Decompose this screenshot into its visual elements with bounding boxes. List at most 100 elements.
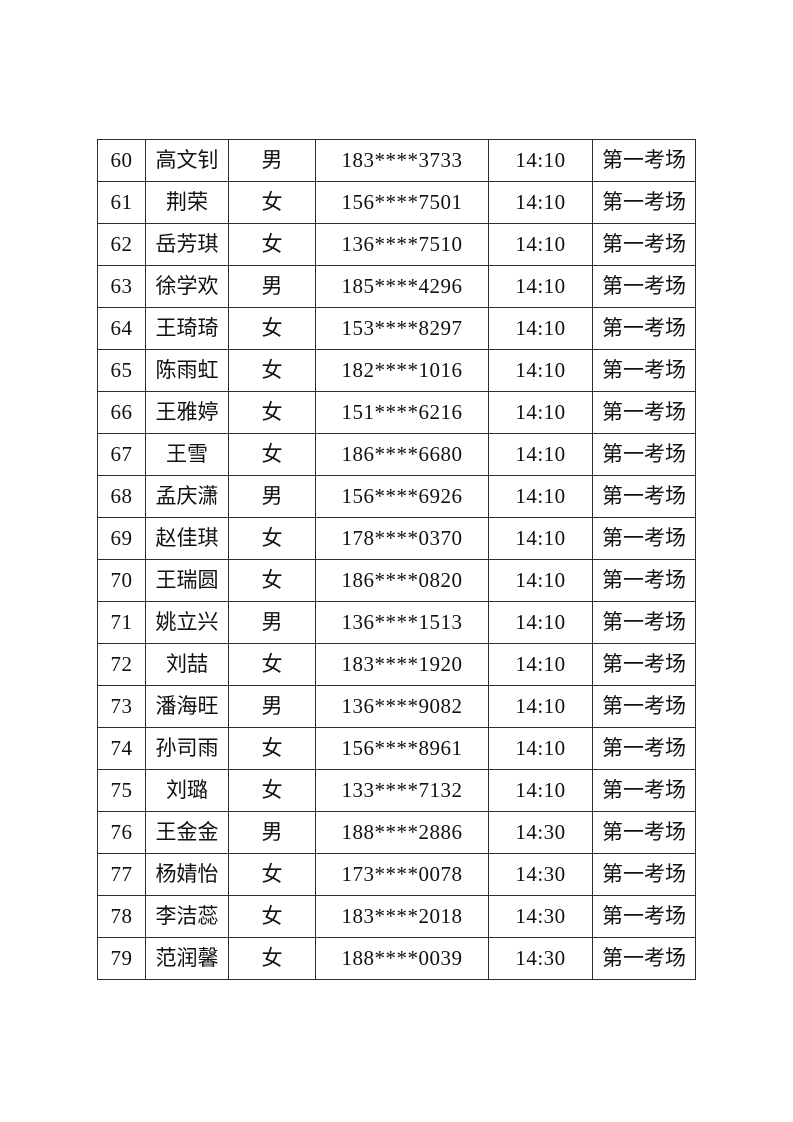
table-cell-name: 王琦琦 [145, 307, 229, 350]
table-cell-room: 第一考场 [592, 139, 696, 182]
table-cell-gender: 女 [228, 727, 316, 770]
table-cell-name: 荆荣 [145, 181, 229, 224]
table-cell-phone: 182****1016 [315, 349, 489, 392]
table-row: 72 刘喆女 183****1920 14:10 第一考场 [97, 643, 696, 686]
table-cell-no: 75 [97, 769, 146, 812]
table-cell-gender: 男 [228, 685, 316, 728]
table-cell-name: 孙司雨 [145, 727, 229, 770]
table-cell-room: 第一考场 [592, 895, 696, 938]
table-cell-time: 14:10 [488, 769, 593, 812]
table-cell-time: 14:30 [488, 853, 593, 896]
table-cell-gender: 男 [228, 601, 316, 644]
table-cell-name: 高文钊 [145, 139, 229, 182]
table-cell-room: 第一考场 [592, 391, 696, 434]
table-row: 63 徐学欢男 185****4296 14:10 第一考场 [97, 265, 696, 308]
table-cell-room: 第一考场 [592, 643, 696, 686]
table-cell-name: 岳芳琪 [145, 223, 229, 266]
table-cell-no: 66 [97, 391, 146, 434]
table-row: 60 高文钊男 183****3733 14:10 第一考场 [97, 139, 696, 182]
table-cell-room: 第一考场 [592, 811, 696, 854]
table-cell-time: 14:10 [488, 223, 593, 266]
table-cell-room: 第一考场 [592, 601, 696, 644]
table-cell-no: 76 [97, 811, 146, 854]
table-cell-phone: 186****0820 [315, 559, 489, 602]
table-cell-phone: 188****2886 [315, 811, 489, 854]
table-cell-no: 68 [97, 475, 146, 518]
table-row: 74 孙司雨女 156****8961 14:10 第一考场 [97, 727, 696, 770]
table-row: 76 王金金男 188****2886 14:30 第一考场 [97, 811, 696, 854]
table-cell-time: 14:10 [488, 685, 593, 728]
table-row: 61 荆荣女 156****7501 14:10 第一考场 [97, 181, 696, 224]
table-cell-phone: 188****0039 [315, 937, 489, 980]
table-cell-room: 第一考场 [592, 223, 696, 266]
table-cell-time: 14:10 [488, 391, 593, 434]
table-cell-phone: 183****2018 [315, 895, 489, 938]
exam-schedule-table: 60 高文钊男 183****3733 14:10 第一考场 61 荆荣女 156****75… [97, 139, 696, 980]
table-cell-name: 潘海旺 [145, 685, 229, 728]
table-cell-time: 14:30 [488, 895, 593, 938]
table-cell-time: 14:10 [488, 643, 593, 686]
table-cell-gender: 女 [228, 433, 316, 476]
table-row: 75 刘璐女 133****7132 14:10 第一考场 [97, 769, 696, 812]
table-cell-gender: 女 [228, 559, 316, 602]
table-row: 66 王雅婷女 151****6216 14:10 第一考场 [97, 391, 696, 434]
table-cell-room: 第一考场 [592, 475, 696, 518]
table-cell-phone: 183****1920 [315, 643, 489, 686]
table-row: 64 王琦琦女 153****8297 14:10 第一考场 [97, 307, 696, 350]
table-row: 71 姚立兴男 136****1513 14:10 第一考场 [97, 601, 696, 644]
table-row: 67 王雪女 186****6680 14:10 第一考场 [97, 433, 696, 476]
table-cell-name: 王金金 [145, 811, 229, 854]
table-cell-gender: 男 [228, 139, 316, 182]
table-cell-name: 徐学欢 [145, 265, 229, 308]
table-row: 62 岳芳琪女 136****7510 14:10 第一考场 [97, 223, 696, 266]
table-cell-no: 61 [97, 181, 146, 224]
table-cell-gender: 女 [228, 517, 316, 560]
table-cell-time: 14:10 [488, 559, 593, 602]
table-row: 73 潘海旺男 136****9082 14:10 第一考场 [97, 685, 696, 728]
table-cell-no: 72 [97, 643, 146, 686]
table-cell-time: 14:10 [488, 475, 593, 518]
table-row: 77 杨婧怡女 173****0078 14:30 第一考场 [97, 853, 696, 896]
table-cell-time: 14:10 [488, 517, 593, 560]
table-cell-no: 73 [97, 685, 146, 728]
table-cell-phone: 156****8961 [315, 727, 489, 770]
table-cell-no: 71 [97, 601, 146, 644]
table-cell-name: 孟庆潇 [145, 475, 229, 518]
table-cell-time: 14:10 [488, 181, 593, 224]
table-cell-phone: 173****0078 [315, 853, 489, 896]
table-cell-name: 李洁蕊 [145, 895, 229, 938]
table-cell-room: 第一考场 [592, 853, 696, 896]
table-cell-room: 第一考场 [592, 559, 696, 602]
table-cell-room: 第一考场 [592, 433, 696, 476]
table-cell-room: 第一考场 [592, 685, 696, 728]
table-cell-time: 14:10 [488, 307, 593, 350]
table-cell-name: 赵佳琪 [145, 517, 229, 560]
table-cell-gender: 女 [228, 769, 316, 812]
table-row: 78 李洁蕊女 183****2018 14:30 第一考场 [97, 895, 696, 938]
table-cell-name: 陈雨虹 [145, 349, 229, 392]
table-row: 69 赵佳琪女 178****0370 14:10 第一考场 [97, 517, 696, 560]
table-cell-room: 第一考场 [592, 349, 696, 392]
table-cell-gender: 女 [228, 307, 316, 350]
table-cell-time: 14:30 [488, 937, 593, 980]
table-cell-time: 14:10 [488, 265, 593, 308]
table-cell-phone: 186****6680 [315, 433, 489, 476]
table-cell-gender: 女 [228, 223, 316, 266]
table-cell-gender: 女 [228, 181, 316, 224]
table-cell-no: 67 [97, 433, 146, 476]
table-cell-gender: 男 [228, 265, 316, 308]
table-cell-time: 14:10 [488, 349, 593, 392]
table-cell-no: 65 [97, 349, 146, 392]
table-cell-name: 王雅婷 [145, 391, 229, 434]
table-cell-name: 王瑞圆 [145, 559, 229, 602]
table-cell-gender: 女 [228, 895, 316, 938]
table-cell-name: 刘喆 [145, 643, 229, 686]
table-cell-no: 63 [97, 265, 146, 308]
table-cell-phone: 185****4296 [315, 265, 489, 308]
table-cell-phone: 178****0370 [315, 517, 489, 560]
table-cell-phone: 133****7132 [315, 769, 489, 812]
table-cell-gender: 女 [228, 391, 316, 434]
table-cell-room: 第一考场 [592, 937, 696, 980]
table-cell-time: 14:10 [488, 433, 593, 476]
